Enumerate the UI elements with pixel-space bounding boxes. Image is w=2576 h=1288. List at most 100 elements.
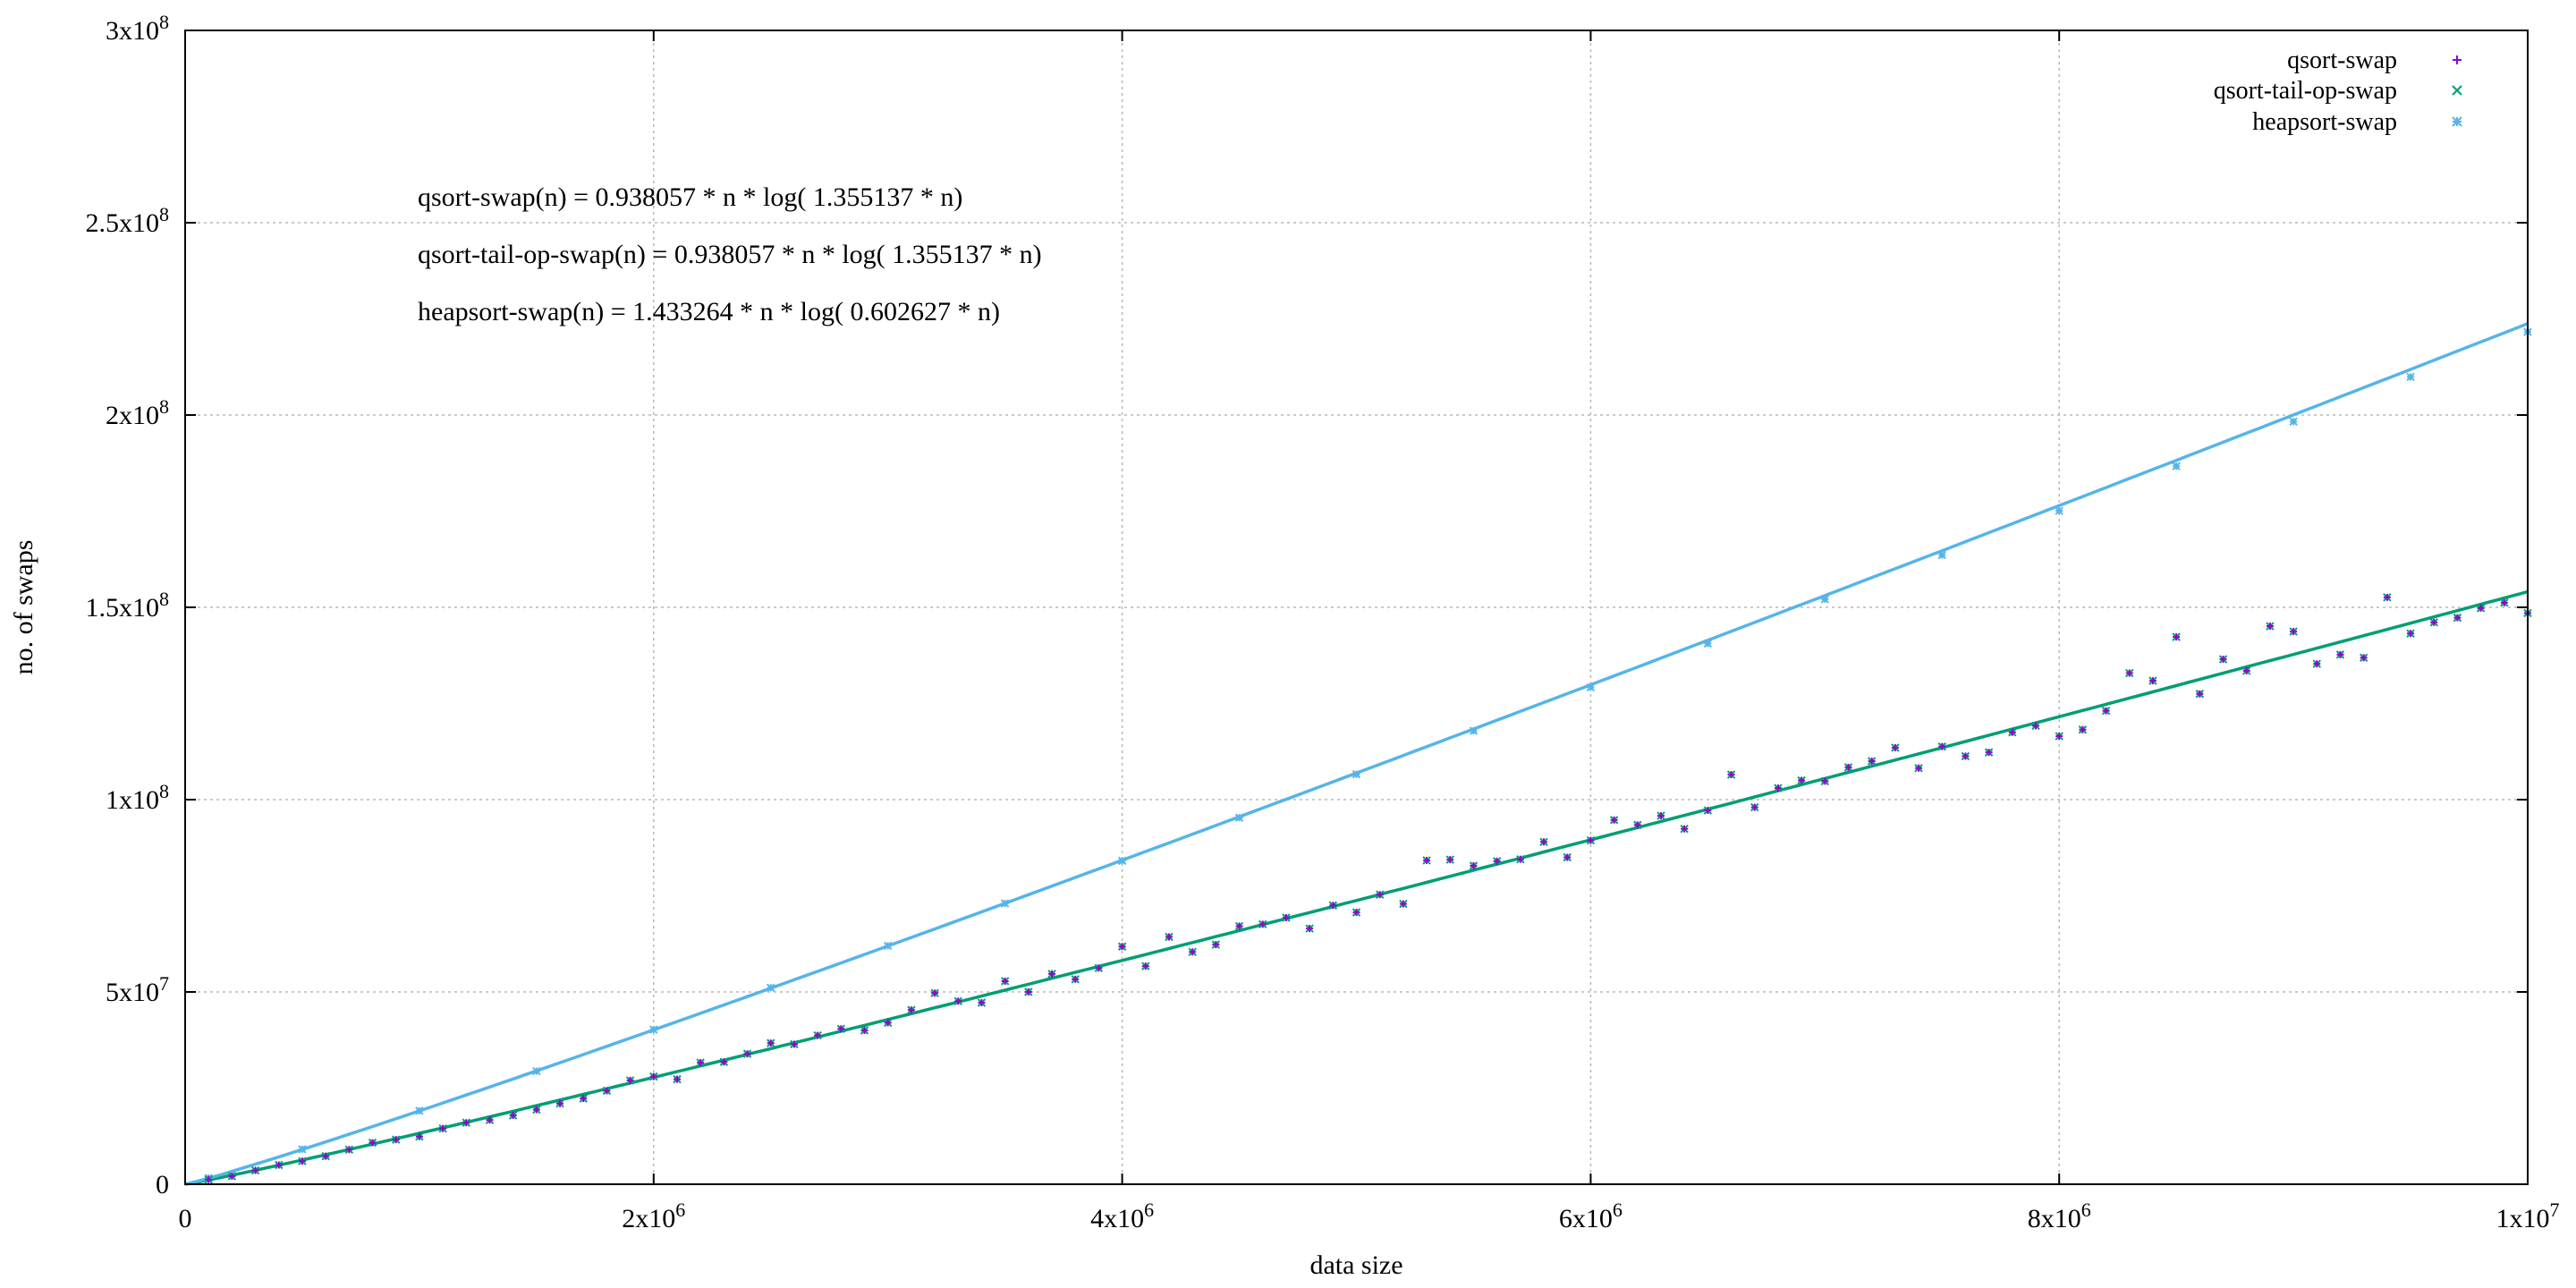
data-point-heapsort-swap: [1937, 550, 1946, 560]
x-tick-label: 1x107: [2496, 1199, 2560, 1233]
marker-stroke: [1469, 726, 1479, 735]
data-point-heapsort-swap: [1000, 899, 1010, 908]
y-tick-label: 0: [156, 1170, 169, 1199]
data-point-heapsort-swap: [1352, 769, 1361, 779]
x-tick-label: 2x106: [622, 1199, 685, 1233]
data-point-qsort-swap: [1258, 920, 1267, 928]
data-point-qsort-swap: [1423, 856, 1431, 864]
data-point-qsort-swap: [907, 1006, 915, 1014]
data-point-qsort-swap: [1446, 856, 1454, 864]
data-point-heapsort-swap: [1586, 682, 1596, 692]
formula-qsort-tail-op-swap: qsort-tail-op-swap(n) = 0.938057 * n * l…: [418, 240, 1042, 269]
data-point-heapsort-swap: [883, 941, 893, 951]
data-point-qsort-swap: [743, 1050, 751, 1058]
data-point-qsort-swap: [1189, 948, 1197, 956]
data-point-heapsort-swap: [2172, 462, 2181, 470]
data-point-qsort-swap: [251, 1166, 259, 1174]
marker-stroke: [1352, 769, 1361, 779]
data-point-qsort-swap: [884, 1019, 892, 1027]
y-tick-label: 1x108: [106, 780, 169, 815]
data-point-heapsort-swap: [1820, 595, 1830, 604]
data-point-qsort-swap: [2008, 728, 2016, 736]
y-tick-label: 2.5x108: [86, 203, 170, 238]
data-point-qsort-swap: [2383, 593, 2391, 601]
data-point-qsort-swap: [1165, 933, 1173, 941]
data-point-qsort-swap: [205, 1175, 213, 1183]
data-point-qsort-swap: [369, 1139, 377, 1147]
data-point-heapsort-swap: [649, 1025, 658, 1034]
data-point-qsort-swap: [837, 1025, 845, 1033]
data-point-qsort-swap: [2477, 604, 2485, 612]
data-point-qsort-swap: [1657, 812, 1665, 820]
fit-line-heapsort-swap: [184, 322, 2529, 1186]
data-point-qsort-swap: [720, 1058, 728, 1066]
marker-stroke: [1000, 899, 1010, 908]
data-point-qsort-swap: [1962, 752, 1970, 760]
data-point-heapsort-swap: [532, 1066, 541, 1076]
data-point-qsort-swap: [462, 1119, 470, 1127]
marker-stroke: [1937, 550, 1946, 560]
x-tick-label: 6x106: [1559, 1199, 1623, 1233]
data-point-qsort-swap: [1681, 825, 1689, 833]
data-point-qsort-swap: [767, 1039, 775, 1047]
data-point-qsort-swap: [2453, 614, 2462, 622]
data-point-qsort-swap: [1235, 922, 1243, 930]
data-point-qsort-swap: [2125, 669, 2133, 677]
data-point-qsort-swap: [1470, 861, 1478, 869]
marker-stroke: [2452, 116, 2462, 127]
data-point-qsort-swap: [1938, 742, 1946, 750]
data-point-qsort-swap: [931, 989, 939, 997]
data-point-qsort-swap: [1891, 743, 1899, 751]
data-point-qsort-swap: [1352, 908, 1360, 916]
data-point-qsort-swap: [228, 1172, 236, 1180]
fit-line-layer: [184, 322, 2529, 1186]
data-point-qsort-swap: [860, 1027, 869, 1034]
marker-stroke: [532, 1066, 541, 1076]
fit-line-qsort-tail-op-swap: [184, 589, 2529, 1186]
data-point-qsort-swap: [954, 997, 962, 1005]
data-point-heapsort-swap: [298, 1145, 307, 1154]
data-point-qsort-swap: [1868, 758, 1876, 765]
data-point-qsort-swap: [649, 1072, 657, 1080]
marker-stroke: [883, 941, 893, 951]
y-axis-title: no. of swaps: [9, 540, 38, 675]
formula-qsort-swap: qsort-swap(n) = 0.938057 * n * log( 1.35…: [418, 182, 962, 212]
data-point-qsort-swap: [2430, 618, 2438, 626]
data-point-qsort-swap: [1516, 855, 1524, 863]
legend-marker-qsort-tail-op-swap: [2452, 85, 2462, 96]
data-point-qsort-swap: [2219, 656, 2227, 664]
data-point-heapsort-swap: [1234, 813, 1244, 822]
legend: qsort-swap qsort-tail-op-swap heapsort-s…: [2214, 47, 2462, 136]
data-point-qsort-swap: [1024, 988, 1032, 996]
legend-label-qsort-swap: qsort-swap: [2287, 47, 2397, 74]
marker-stroke: [298, 1145, 307, 1154]
data-points-layer: [204, 327, 2532, 1184]
x-tick-label: 8x106: [2028, 1199, 2091, 1233]
data-point-qsort-swap: [626, 1076, 634, 1084]
data-point-qsort-swap: [1376, 891, 1384, 899]
data-point-qsort-swap: [298, 1157, 306, 1165]
data-point-qsort-swap: [1048, 970, 1056, 978]
data-point-qsort-swap: [697, 1059, 705, 1067]
data-point-qsort-swap: [603, 1087, 611, 1095]
data-point-heapsort-swap: [415, 1106, 424, 1115]
data-point-qsort-swap: [1727, 771, 1735, 779]
data-point-qsort-swap: [322, 1152, 330, 1160]
data-point-qsort-swap: [2148, 677, 2157, 685]
data-point-qsort-swap: [2290, 628, 2298, 636]
y-tick-label: 2x108: [106, 395, 169, 430]
y-tick-label: 5x107: [106, 972, 169, 1007]
data-point-qsort-swap: [439, 1124, 447, 1132]
data-point-heapsort-swap: [2406, 372, 2415, 382]
data-point-qsort-swap: [2266, 623, 2274, 631]
data-point-qsort-swap: [2407, 630, 2415, 638]
data-point-qsort-swap: [1633, 821, 1641, 829]
data-point-qsort-swap: [2500, 598, 2508, 606]
data-point-qsort-swap: [790, 1040, 798, 1048]
data-point-qsort-swap: [1212, 941, 1220, 949]
legend-markers: [2452, 55, 2462, 127]
data-point-qsort-swap: [345, 1146, 353, 1154]
x-tick-label: 4x106: [1090, 1199, 1154, 1233]
